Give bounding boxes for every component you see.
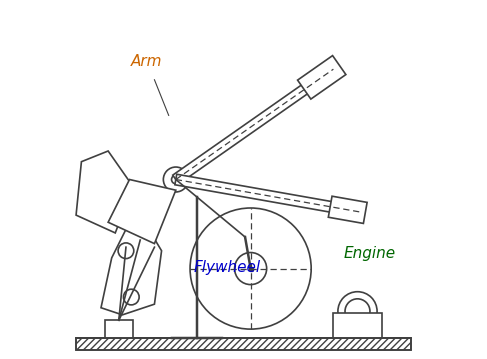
Bar [105,320,133,338]
Bar [76,338,411,350]
Polygon shape [101,222,162,315]
Polygon shape [298,56,346,99]
Bar [333,313,382,338]
Text: Flywheel: Flywheel [194,260,261,275]
Polygon shape [328,196,367,223]
Bar [76,338,411,350]
Text: Arm: Arm [131,53,163,69]
Text: Engine: Engine [343,246,395,261]
Polygon shape [173,83,310,184]
Polygon shape [108,180,176,244]
Polygon shape [175,174,335,213]
Polygon shape [76,151,133,233]
